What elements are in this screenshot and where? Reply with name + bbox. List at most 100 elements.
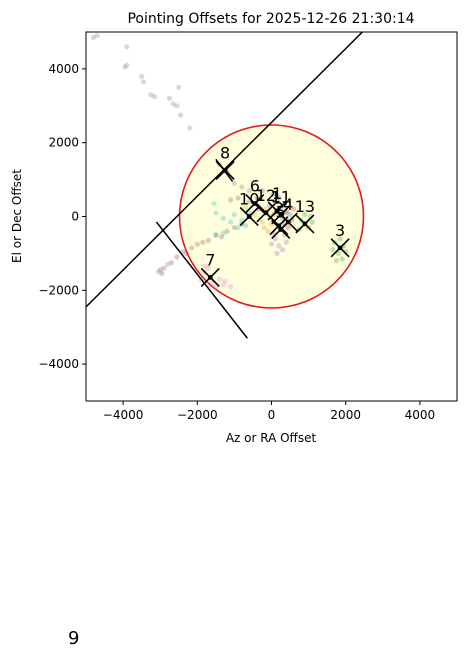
scatter-point — [216, 276, 223, 282]
marker-label: 6 — [250, 177, 260, 196]
marker-center — [263, 210, 269, 216]
scatter-point — [211, 200, 217, 207]
scatter-point — [283, 239, 289, 245]
scatter-point — [246, 188, 252, 194]
scatter-point — [165, 261, 171, 268]
scatter-point — [239, 184, 245, 190]
scatter-point — [235, 195, 241, 201]
scatter-point — [224, 228, 230, 234]
scatter-point — [148, 92, 154, 98]
marker-label: 13 — [295, 197, 315, 216]
marker-label: 7 — [205, 250, 215, 269]
scatter-point — [122, 64, 128, 70]
scatter-point — [242, 223, 249, 229]
scatter-point — [268, 241, 275, 247]
scatter-point — [259, 219, 265, 225]
marker-center — [246, 214, 252, 219]
scatter-point — [170, 101, 176, 107]
scatter-point — [330, 247, 336, 253]
scatter-point — [168, 260, 174, 266]
scatter-point — [94, 33, 100, 39]
marker-label: 4 — [283, 195, 293, 214]
scatter-point — [220, 215, 226, 221]
scatter-point — [235, 224, 241, 231]
scatter-point — [280, 247, 286, 253]
marker-label: 11 — [271, 188, 291, 207]
scatter-point — [337, 236, 343, 242]
scatter-point — [205, 237, 212, 244]
scatter-point — [220, 230, 226, 236]
scatter-point — [90, 34, 97, 41]
x-tick-label: 4000 — [405, 408, 436, 422]
scatter-point — [242, 204, 249, 210]
scatter-point — [157, 267, 163, 273]
scatter-point — [139, 73, 145, 79]
scatter-point — [228, 284, 234, 290]
marker-center — [222, 167, 228, 173]
scatter-point — [213, 210, 219, 216]
marker-label: 12 — [256, 186, 276, 205]
scatter-point — [274, 250, 280, 256]
x-tick-label: 2000 — [330, 408, 361, 422]
scatter-point — [231, 212, 237, 218]
scatter-point — [205, 265, 212, 271]
scatter-point — [228, 197, 234, 203]
marker-center — [278, 227, 284, 232]
scatter-point — [228, 219, 234, 225]
marker-center — [302, 221, 308, 227]
scatter-point — [333, 258, 340, 264]
y-tick-label: −4000 — [38, 357, 79, 371]
scatter-point — [231, 180, 237, 186]
scatter-point — [213, 232, 219, 238]
marker-center — [337, 245, 343, 251]
scatter-point — [302, 212, 308, 218]
scatter-point — [178, 112, 184, 118]
x-axis-label: Az or RA Offset — [226, 431, 317, 445]
scatter-point — [166, 95, 173, 102]
y-tick-label: 2000 — [48, 136, 79, 150]
scatter-point — [213, 232, 219, 238]
y-tick-label: 0 — [71, 210, 79, 224]
scatter-point — [187, 125, 193, 131]
marker-label: 3 — [335, 221, 345, 240]
scatter-point — [339, 256, 345, 262]
scatter-point — [202, 263, 208, 269]
y-axis-ticks: 4000 2000 0 −2000 −4000 — [38, 62, 86, 371]
scatter-point — [270, 191, 276, 197]
scatter-point — [140, 79, 147, 85]
scatter-point — [174, 103, 180, 109]
scatter-point — [200, 239, 206, 245]
scatter-point — [189, 245, 195, 251]
marker-center — [252, 201, 258, 206]
scatter-point — [124, 62, 130, 68]
y-tick-label: 4000 — [48, 62, 79, 76]
x-tick-label: −4000 — [103, 408, 144, 422]
x-axis-ticks: −4000 −2000 0 2000 4000 — [103, 401, 435, 422]
scatter-point — [276, 195, 282, 201]
scatter-point — [220, 282, 226, 288]
marker-label: 10 — [239, 190, 259, 209]
reference-line — [155, 221, 248, 339]
chart-title: Pointing Offsets for 2025-12-26 21:30:14 — [127, 11, 414, 27]
scatter-point — [287, 212, 293, 218]
marker-label: 1 — [272, 184, 282, 203]
scatter-point — [261, 224, 267, 231]
scatter-point — [259, 188, 265, 194]
scatter-point — [218, 234, 225, 240]
scatter-point — [231, 224, 237, 231]
marker-label: 2 — [274, 199, 284, 218]
scatter-point — [174, 254, 180, 260]
scatter-point — [274, 199, 280, 205]
x-tick-label: −2000 — [177, 408, 218, 422]
scatter-point — [309, 219, 315, 225]
marker-center — [207, 274, 213, 280]
scatter-point — [176, 84, 182, 90]
scatter-point — [124, 44, 130, 50]
marker-center — [278, 212, 284, 218]
scatter-point — [291, 206, 297, 212]
scatter-point — [194, 241, 200, 247]
scatter-point — [265, 228, 271, 234]
marker-label: 5 — [276, 202, 286, 221]
